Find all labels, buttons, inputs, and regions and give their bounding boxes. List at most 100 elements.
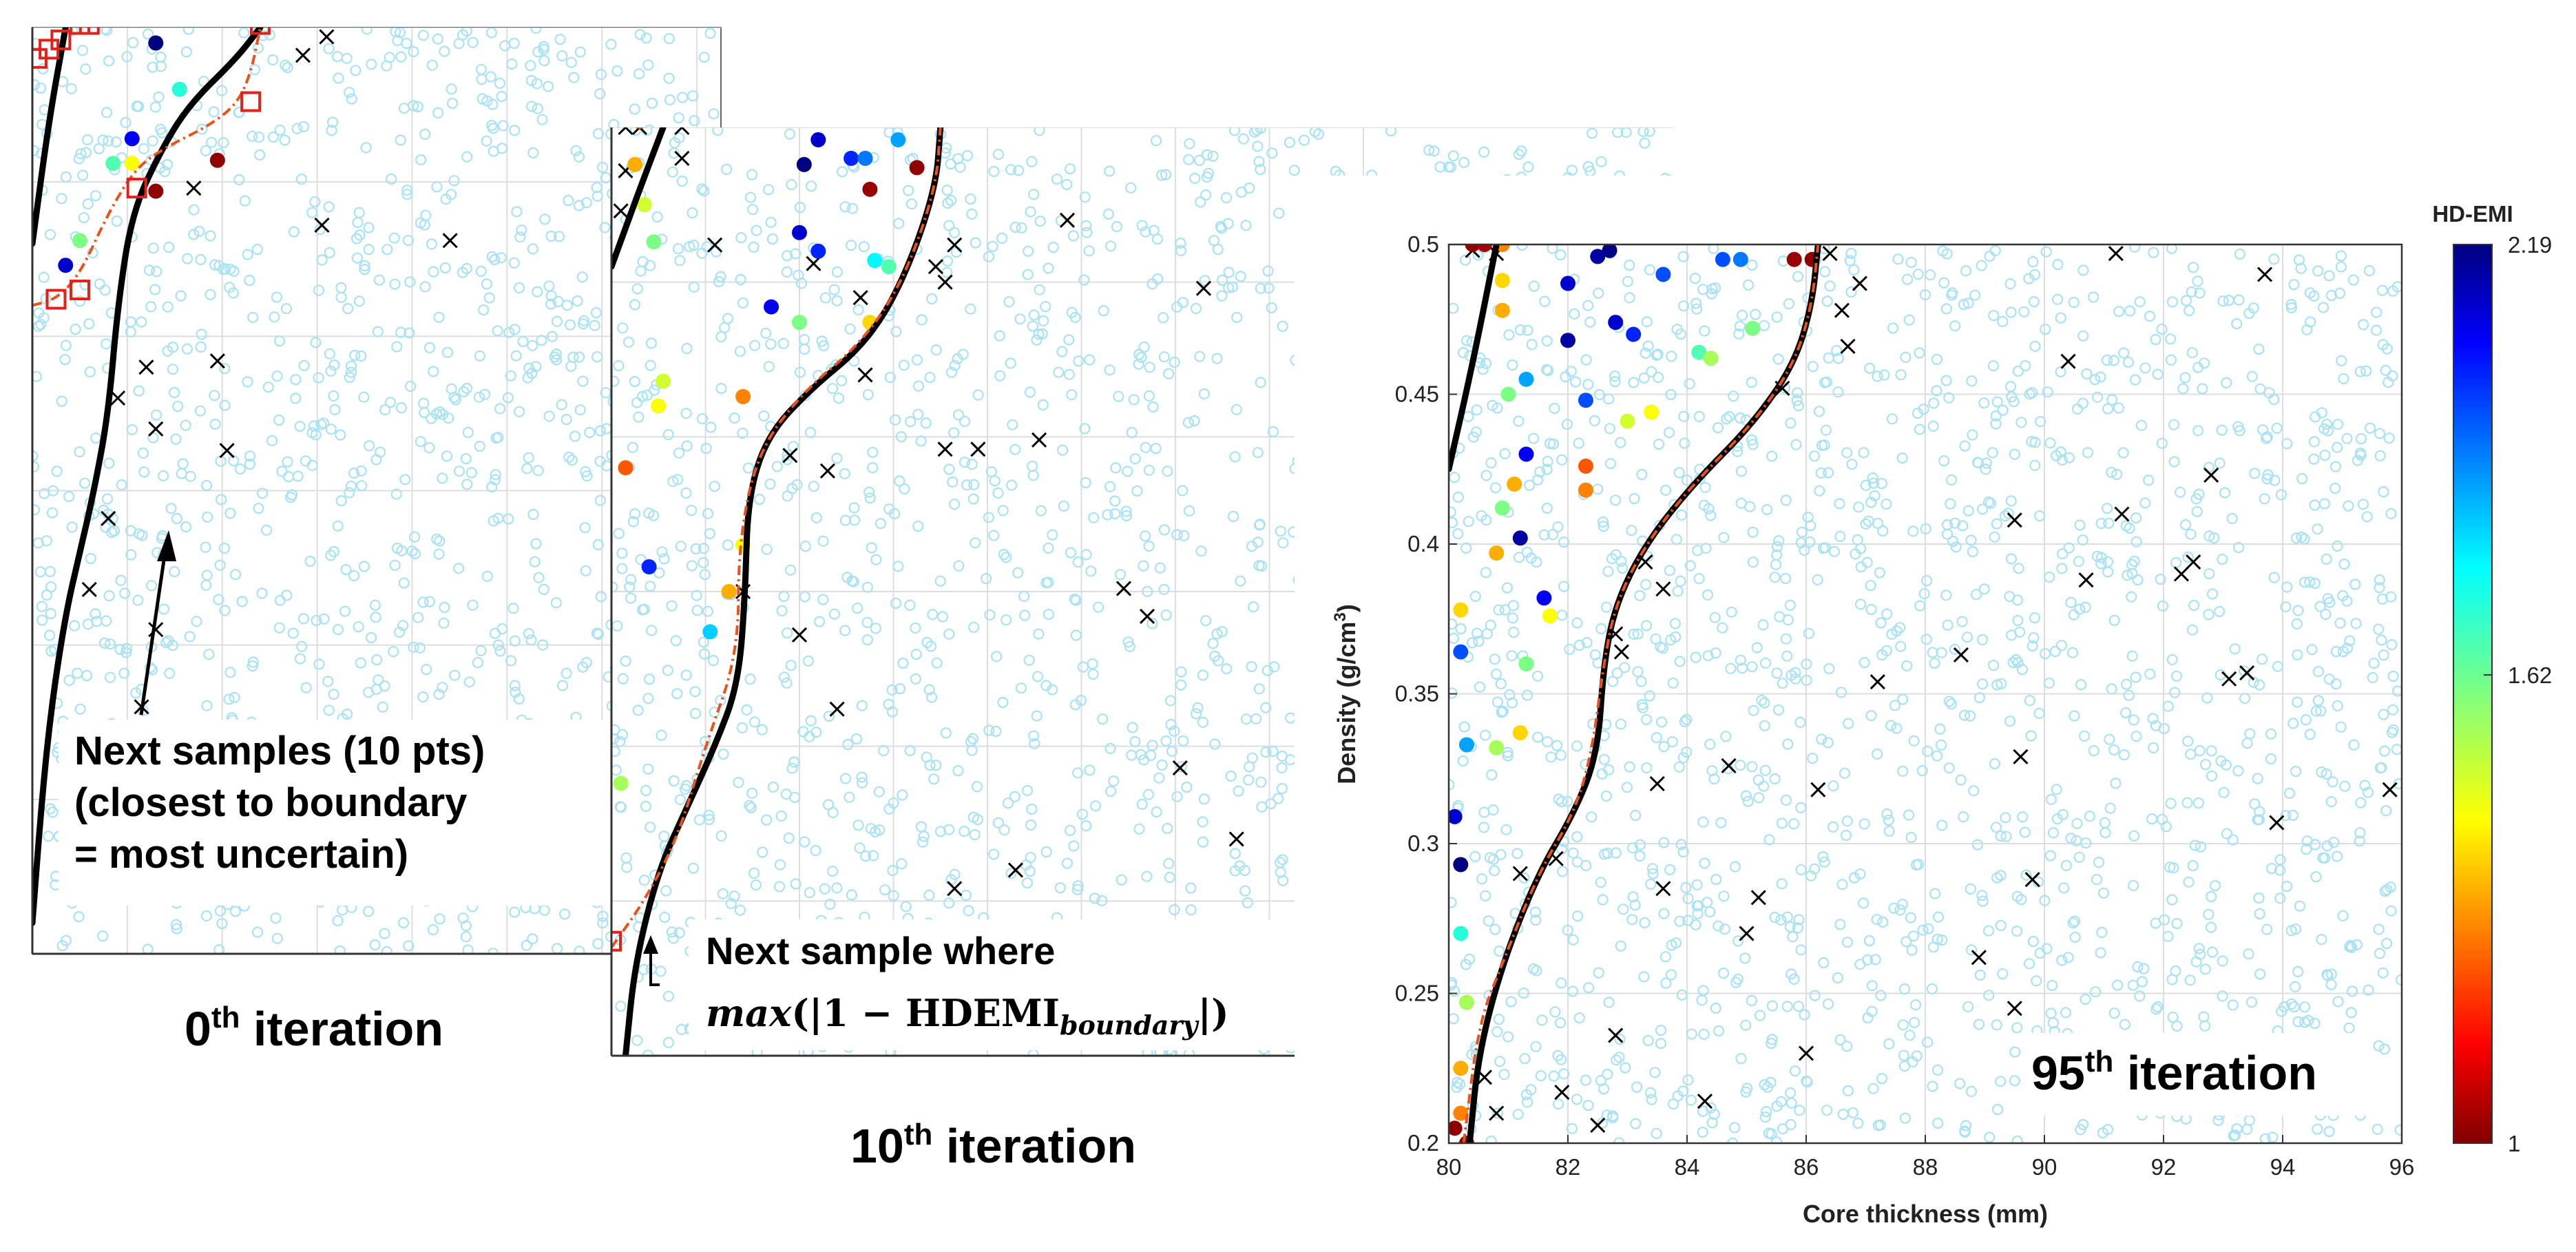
feasible-sample-marker: [1001, 614, 1012, 626]
feasible-sample-marker: [1966, 375, 1978, 387]
feasible-sample-marker: [1756, 694, 1768, 707]
infeasible-sample-marker: [1739, 926, 1755, 941]
feasible-sample-marker: [2166, 894, 2178, 906]
feasible-sample-marker: [502, 392, 514, 404]
feasible-sample-marker: [1686, 1028, 1697, 1040]
feasible-sample-marker: [2029, 612, 2040, 624]
feasible-sample-marker: [1710, 1002, 1721, 1014]
feasible-sample-marker: [2188, 599, 2200, 612]
feasible-sample-marker: [474, 440, 485, 452]
infeasible-sample-marker: [2078, 572, 2094, 588]
feasible-sample-marker: [1073, 355, 1085, 367]
feasible-sample-marker: [1735, 412, 1746, 424]
feasible-sample-marker: [2316, 934, 2327, 946]
feasible-sample-marker: [375, 446, 386, 458]
feasible-sample-marker: [948, 227, 961, 238]
feasible-sample-marker: [1706, 288, 1717, 300]
feasible-sample-marker: [1659, 484, 1672, 497]
feasible-sample-marker: [631, 1034, 643, 1046]
feasible-sample-marker: [2316, 766, 2327, 778]
feasible-sample-marker: [1000, 552, 1012, 563]
feasible-sample-marker: [1018, 590, 1030, 603]
feasible-sample-marker: [103, 135, 114, 147]
feasible-sample-marker: [538, 54, 550, 67]
feasible-sample-marker: [589, 320, 600, 331]
feasible-sample-marker: [508, 257, 520, 269]
feasible-sample-marker: [1727, 1137, 1739, 1143]
feasible-sample-marker: [897, 657, 909, 669]
feasible-sample-marker: [1894, 904, 1906, 916]
feasible-sample-marker: [2305, 316, 2316, 328]
feasible-sample-marker: [2265, 728, 2277, 740]
feasible-sample-marker: [2323, 674, 2335, 685]
feasible-sample-marker: [1586, 811, 1598, 823]
feasible-sample-marker: [2091, 550, 2103, 562]
feasible-sample-marker: [1812, 574, 1823, 585]
feasible-sample-marker: [344, 87, 355, 98]
feasible-sample-marker: [1781, 911, 1793, 923]
feasible-sample-marker: [1129, 735, 1141, 748]
infeasible-sample-marker: [1007, 862, 1024, 878]
feasible-sample-marker: [1566, 1123, 1578, 1134]
feasible-sample-marker: [1555, 1017, 1567, 1029]
feasible-sample-marker: [845, 240, 857, 251]
feasible-sample-marker: [1987, 360, 1999, 372]
feasible-sample-marker: [781, 250, 793, 262]
feasible-sample-marker: [138, 143, 149, 154]
feasible-sample-marker: [214, 559, 226, 571]
feasible-sample-marker: [1135, 351, 1147, 364]
feasible-sample-marker: [474, 350, 485, 362]
feasible-sample-marker: [2376, 284, 2388, 296]
labeled-sample-point: [1578, 482, 1593, 498]
feasible-sample-marker: [1502, 750, 1514, 762]
feasible-sample-marker: [1748, 705, 1759, 716]
panel-1-title-rest: iteration: [932, 1119, 1136, 1173]
feasible-sample-marker: [1804, 536, 1816, 548]
x-tick-label: 86: [1794, 1154, 1819, 1180]
feasible-sample-marker: [2217, 295, 2229, 307]
feasible-sample-marker: [1524, 479, 1536, 491]
feasible-sample-marker: [1785, 417, 1797, 429]
feasible-sample-marker: [1553, 793, 1564, 805]
feasible-sample-marker: [1457, 346, 1469, 359]
feasible-sample-marker: [2246, 371, 2258, 382]
feasible-sample-marker: [1244, 761, 1255, 773]
feasible-sample-marker: [1642, 340, 1654, 352]
feasible-sample-marker: [1611, 667, 1623, 679]
feasible-sample-marker: [2144, 311, 2156, 322]
feasible-sample-marker: [1254, 519, 1266, 530]
feasible-sample-marker: [213, 260, 225, 271]
feasible-sample-marker: [1549, 1006, 1561, 1018]
feasible-sample-marker: [1685, 1094, 1697, 1106]
feasible-sample-marker: [687, 207, 698, 219]
feasible-sample-marker: [355, 465, 367, 477]
feasible-sample-marker: [699, 569, 711, 581]
feasible-sample-marker: [1199, 275, 1211, 286]
feasible-sample-marker: [952, 409, 965, 421]
feasible-sample-marker: [131, 101, 143, 112]
feasible-sample-marker: [465, 467, 477, 479]
feasible-sample-marker: [577, 661, 589, 673]
feasible-sample-marker: [527, 243, 538, 255]
feasible-sample-marker: [369, 599, 381, 611]
feasible-sample-marker: [1538, 529, 1550, 541]
feasible-sample-marker: [1816, 439, 1828, 451]
panel-2-infeasible-markers: [1465, 244, 2398, 1133]
feasible-sample-marker: [2128, 879, 2139, 891]
feasible-sample-marker: [1231, 404, 1242, 415]
feasible-sample-marker: [1556, 454, 1568, 466]
feasible-sample-marker: [2373, 623, 2385, 635]
feasible-sample-marker: [1900, 351, 1912, 363]
labeled-sample-point: [1500, 386, 1516, 402]
feasible-sample-marker: [744, 673, 756, 685]
feasible-sample-marker: [525, 101, 538, 112]
feasible-sample-marker: [970, 237, 981, 249]
feasible-sample-marker: [616, 563, 628, 574]
feasible-sample-marker: [2028, 296, 2040, 308]
feasible-sample-marker: [1150, 135, 1162, 147]
feasible-sample-marker: [101, 28, 113, 36]
feasible-sample-marker: [1194, 351, 1206, 362]
arrowhead-icon: [157, 530, 176, 561]
feasible-sample-marker: [441, 450, 453, 462]
feasible-sample-marker: [784, 128, 796, 140]
